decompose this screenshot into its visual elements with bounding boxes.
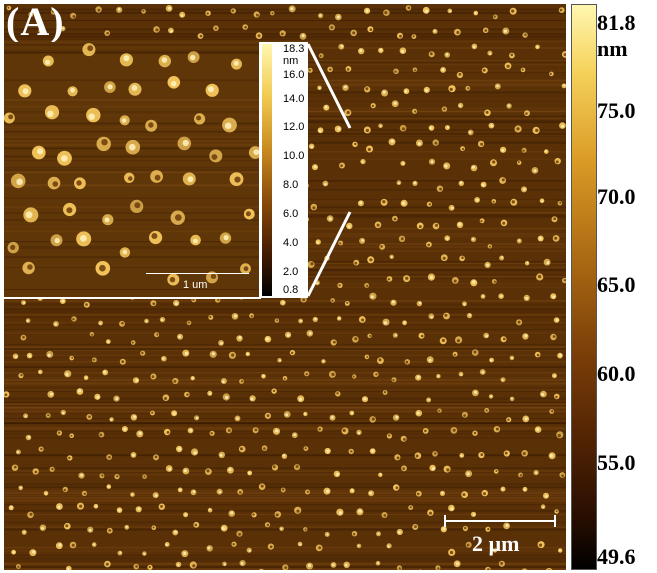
main-colorbar-unit: nm (597, 36, 628, 61)
inset-colorbar-tick-label: 8.0 (283, 179, 299, 191)
main-scale-label: 2 µm (472, 531, 520, 556)
main-colorbar-tick-label: 70.0 (597, 184, 636, 209)
main-colorbar-tick-label: 55.0 (597, 450, 636, 475)
main-colorbar-tick-label: 60.0 (597, 361, 636, 386)
inset-colorbar-tick-label: 12.0 (283, 121, 305, 133)
inset-colorbar-min-label: 0.8 (283, 284, 299, 296)
inset-scale-label: 1 um (183, 279, 208, 291)
inset-colorbar-tick-label: 4.0 (283, 237, 299, 249)
inset-scale-bar (146, 273, 249, 274)
main-colorbar (571, 4, 597, 570)
main-colorbar-min-label: 49.6 (597, 544, 636, 569)
inset-colorbar-tick-label: 14.0 (283, 93, 305, 105)
main-colorbar-max-label: 81.8 (597, 10, 636, 35)
inset-colorbar (262, 44, 272, 296)
inset-colorbar-tick-label: 16.0 (283, 69, 305, 81)
main-scale-bar (444, 515, 556, 527)
afm-inset-texture (4, 43, 259, 290)
main-colorbar-tick-label: 65.0 (597, 272, 636, 297)
inset-colorbar-tick-label: 6.0 (283, 208, 299, 220)
inset-colorbar-unit: nm (283, 55, 299, 67)
inset-colorbar-tick-label: 2.0 (283, 266, 299, 278)
inset-colorbar-tick-label: 10.0 (283, 150, 305, 162)
panel-label: (A) (6, 0, 65, 44)
afm-inset-image (4, 42, 261, 299)
inset-colorbar-max-label: 18.3 (283, 43, 305, 55)
main-colorbar-tick-label: 75.0 (597, 98, 636, 123)
